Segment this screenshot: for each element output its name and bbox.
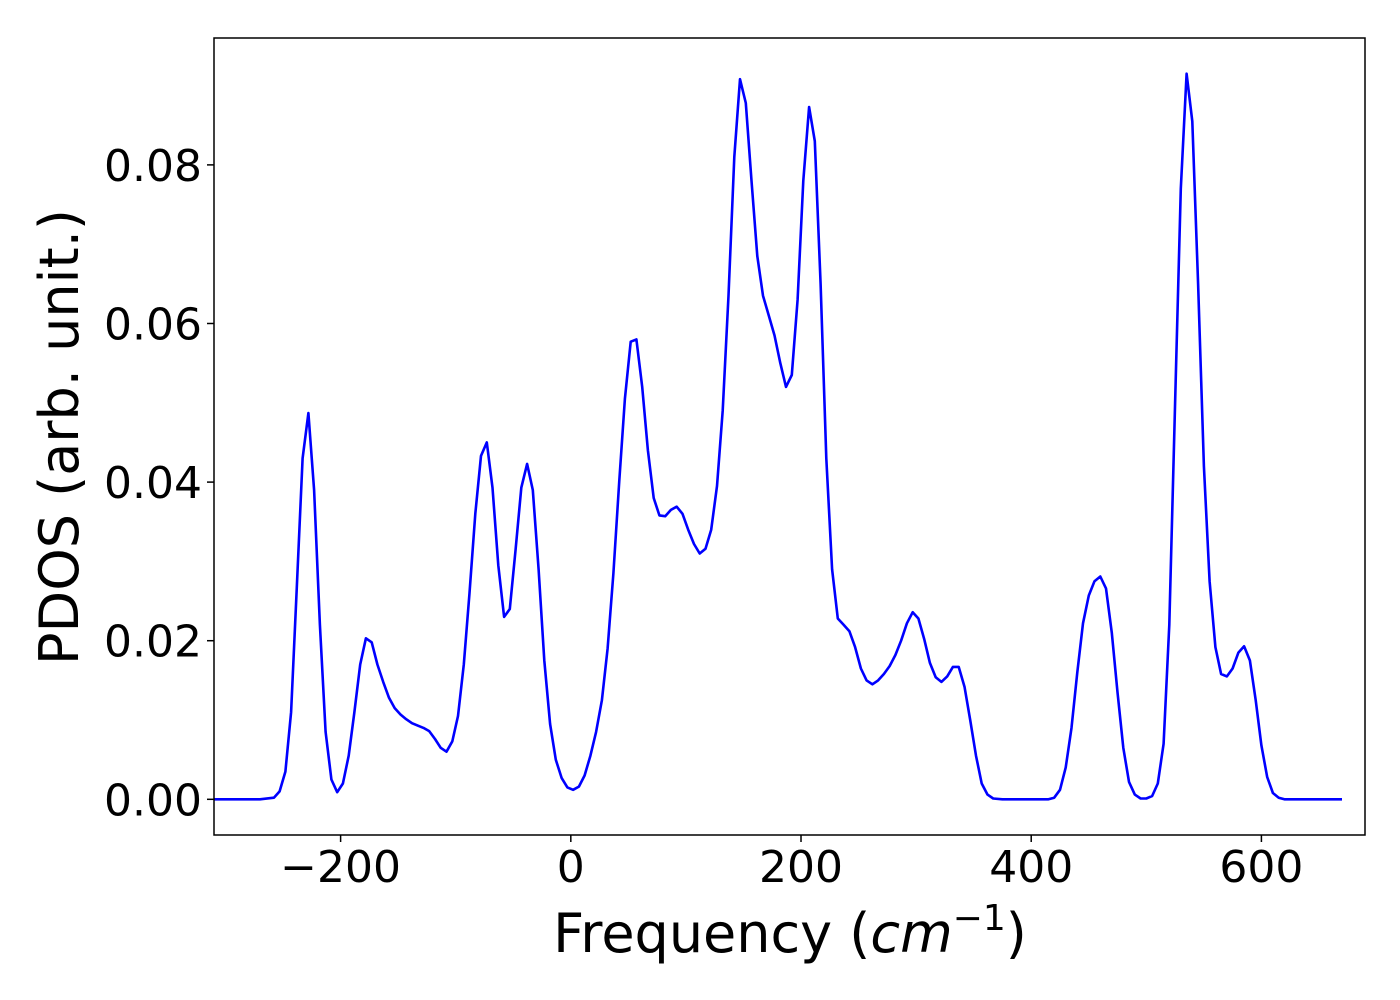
x-axis-label-prefix: Frequency ( [553,902,870,965]
plot-area [214,72,1342,801]
y-axis-label: PDOS (arb. unit.) [28,209,91,665]
x-axis-ticks: −200 0 200 400 600 [280,835,1303,893]
x-axis-label: Frequency (cm−1) [553,898,1027,965]
x-tick-label: 600 [1219,842,1303,893]
y-tick-label: 0.00 [104,775,202,826]
x-tick-label: −200 [280,842,401,893]
x-axis-label-suffix: ) [1006,902,1027,965]
pdos-series-line [214,72,1342,801]
y-tick-label: 0.02 [104,617,202,668]
y-axis-ticks: 0.00 0.02 0.04 0.06 0.08 [104,141,214,826]
x-tick-label: 200 [759,842,843,893]
x-axis-label-unit: cm [870,902,952,965]
y-tick-label: 0.06 [104,299,202,350]
axes-frame [213,37,1366,836]
y-tick-label: 0.08 [104,141,202,192]
x-tick-label: 0 [557,842,585,893]
y-tick-label: 0.04 [104,458,202,509]
x-axis-label-exponent: −1 [953,898,1006,939]
x-tick-label: 400 [989,842,1073,893]
